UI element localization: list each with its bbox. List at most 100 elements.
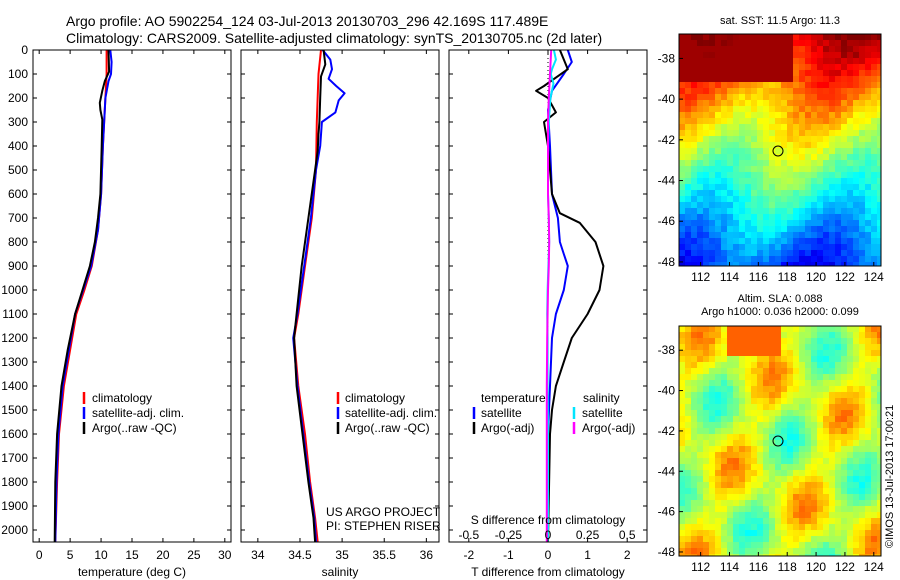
heatmap-cell <box>745 488 752 495</box>
heatmap-cell <box>817 548 824 555</box>
heatmap-cell <box>841 94 848 101</box>
heatmap-cell <box>823 452 830 459</box>
heatmap-cell <box>865 326 872 333</box>
heatmap-cell <box>865 506 872 513</box>
heatmap-cell <box>793 106 800 113</box>
heatmap-cell <box>781 70 788 77</box>
heatmap-cell <box>835 452 842 459</box>
heatmap-cell <box>811 262 818 266</box>
heatmap-cell <box>847 356 854 363</box>
heatmap-cell <box>763 160 770 167</box>
heatmap-cell <box>775 518 782 525</box>
heatmap-cell <box>763 166 770 173</box>
heatmap-cell <box>817 178 824 185</box>
heatmap-cell <box>679 446 686 453</box>
heatmap-cell <box>811 88 818 95</box>
heatmap-cell <box>745 416 752 423</box>
heatmap-cell <box>847 488 854 495</box>
legend-label-argo: Argo(..raw -QC) <box>345 421 430 435</box>
legend-label-s-satellite: satellite <box>582 406 623 420</box>
heatmap-cell <box>877 536 881 543</box>
heatmap-cell <box>787 368 794 375</box>
heatmap-cell <box>769 58 776 65</box>
heatmap-cell <box>859 76 866 83</box>
heatmap-cell <box>745 70 752 77</box>
heatmap-cell <box>769 332 776 339</box>
heatmap-cell <box>709 70 716 77</box>
heatmap-cell <box>793 452 800 459</box>
heatmap-cell <box>763 518 770 525</box>
map-y-tick-label: -40 <box>658 92 676 106</box>
heatmap-cell <box>685 524 692 531</box>
legend-label-climatology: climatology <box>345 391 405 405</box>
heatmap-cell <box>817 220 824 227</box>
heatmap-cell <box>805 542 812 549</box>
heatmap-cell <box>751 530 758 537</box>
heatmap-cell <box>769 262 776 266</box>
heatmap-cell <box>853 172 860 179</box>
heatmap-cell <box>787 118 794 125</box>
heatmap-cell <box>715 542 722 549</box>
heatmap-cell <box>853 506 860 513</box>
heatmap-cell <box>775 136 782 143</box>
heatmap-cell <box>823 518 830 525</box>
heatmap-cell <box>871 190 878 197</box>
heatmap-cell <box>871 422 878 429</box>
heatmap-cell <box>811 422 818 429</box>
heatmap-cell <box>733 118 740 125</box>
heatmap-cell <box>859 196 866 203</box>
heatmap-cell <box>799 262 806 266</box>
heatmap-cell <box>817 106 824 113</box>
heatmap-cell <box>799 464 806 471</box>
temperature-legend: climatology satellite-adj. clim. Argo(..… <box>82 391 184 435</box>
legend-label-t-argo: Argo(-adj) <box>481 421 534 435</box>
heatmap-cell <box>871 124 878 131</box>
heatmap-cell <box>775 214 782 221</box>
heatmap-cell <box>817 458 824 465</box>
heatmap-cell <box>751 196 758 203</box>
heatmap-cell <box>781 106 788 113</box>
heatmap-cell <box>877 542 881 549</box>
heatmap-cell <box>787 422 794 429</box>
heatmap-cell <box>853 142 860 149</box>
heatmap-cell <box>787 70 794 77</box>
heatmap-cell <box>769 434 776 441</box>
heatmap-cell <box>697 530 704 537</box>
heatmap-cell <box>799 118 806 125</box>
heatmap-cell <box>877 548 881 555</box>
heatmap-cell <box>781 250 788 257</box>
y-tick-label: 1300 <box>1 355 28 369</box>
heatmap-cell <box>799 208 806 215</box>
y-tick-label: 500 <box>8 163 28 177</box>
heatmap-cell <box>787 362 794 369</box>
heatmap-cell <box>859 166 866 173</box>
heatmap-cell <box>757 494 764 501</box>
heatmap-cell <box>763 190 770 197</box>
heatmap-cell <box>727 118 734 125</box>
temperature-plot-frame <box>32 49 232 543</box>
heatmap-cell <box>871 524 878 531</box>
heatmap-cell <box>697 338 704 345</box>
heatmap-cell <box>709 374 716 381</box>
heatmap-cell <box>691 184 698 191</box>
heatmap-cell <box>727 88 734 95</box>
heatmap-cell <box>799 226 806 233</box>
heatmap-cell <box>751 184 758 191</box>
heatmap-cell <box>787 374 794 381</box>
heatmap-cell <box>763 494 770 501</box>
heatmap-cell <box>823 356 830 363</box>
heatmap-cell <box>721 482 728 489</box>
sla-map-panel: Altim. SLA: 0.088 Argo h1000: 0.036 h200… <box>658 293 884 574</box>
heatmap-cell <box>823 536 830 543</box>
heatmap-cell <box>829 154 836 161</box>
heatmap-cell <box>775 190 782 197</box>
heatmap-cell <box>817 344 824 351</box>
heatmap-cell <box>787 178 794 185</box>
heatmap-cell <box>703 350 710 357</box>
heatmap-cell <box>835 536 842 543</box>
heatmap-cell <box>709 64 716 71</box>
legend-temperature-header: temperature <box>481 391 546 405</box>
heatmap-cell <box>877 512 881 519</box>
temperature-xlabel: temperature (deg C) <box>78 565 186 579</box>
heatmap-cell <box>715 94 722 101</box>
